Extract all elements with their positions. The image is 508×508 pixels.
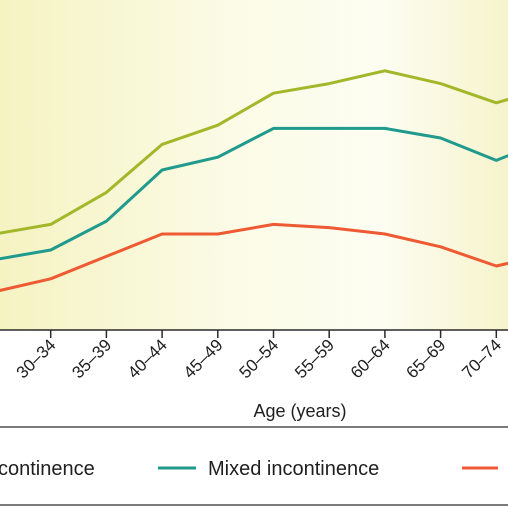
legend-label-mixed: Mixed incontinence — [208, 458, 379, 480]
x-tick-label: 45–49 — [180, 335, 227, 382]
x-tick-label: 40–44 — [124, 335, 171, 382]
legend: continence Mixed incontinence — [0, 458, 498, 480]
x-tick-label: 60–64 — [347, 335, 394, 382]
x-tick-label: 50–54 — [235, 335, 282, 382]
x-tick-label: 55–59 — [291, 335, 338, 382]
x-tick-label: 35–39 — [68, 335, 115, 382]
series-line-0 — [0, 69, 508, 235]
series-line-1 — [0, 126, 508, 261]
x-axis-title: Age (years) — [253, 401, 346, 421]
x-ticks: 30–34 35–39 40–44 45–49 50–54 55–59 60–64 65–69… — [13, 330, 505, 382]
x-tick-label: 70–74 — [458, 335, 505, 382]
plot-background — [0, 0, 508, 330]
legend-label-any: continence — [0, 458, 95, 480]
series-layer — [0, 69, 508, 292]
x-tick-label: 65–69 — [403, 335, 450, 382]
x-tick-label: 30–34 — [13, 335, 60, 382]
series-line-2 — [0, 222, 508, 292]
